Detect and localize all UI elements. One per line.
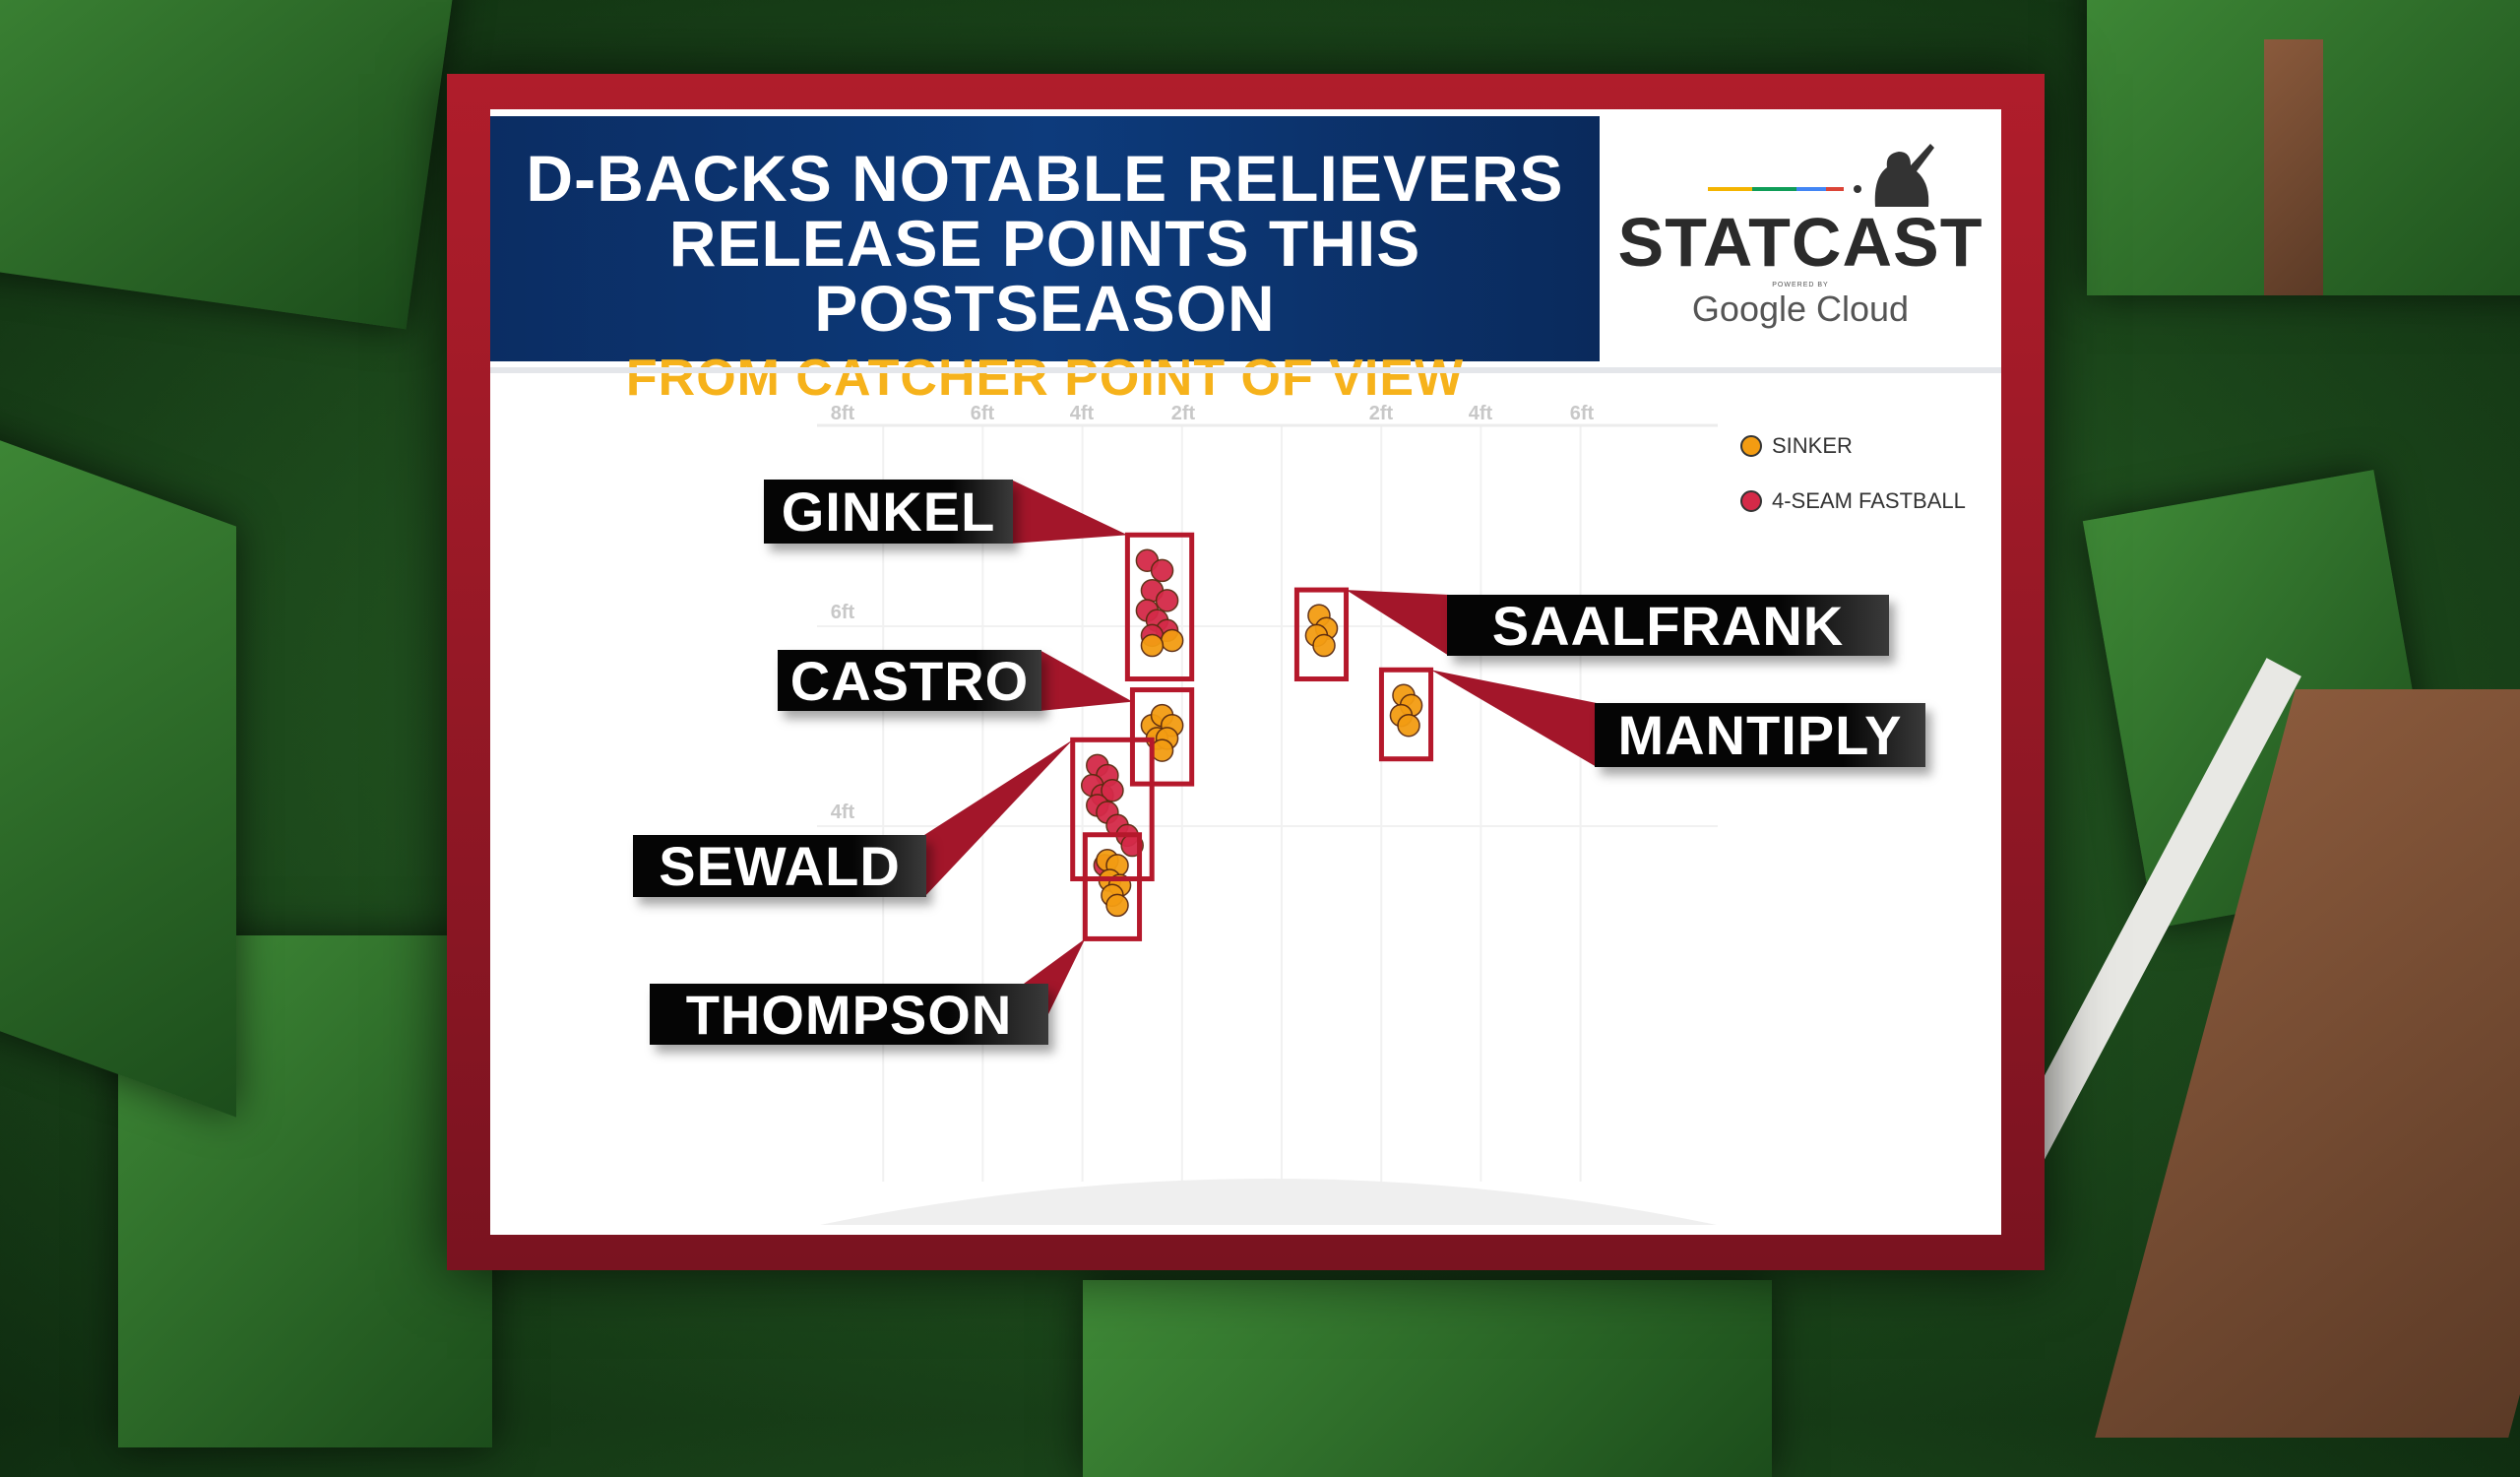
pitch-point [1160,628,1184,653]
pitcher-label: CASTRO [778,650,1041,712]
callout-pointer [1011,480,1128,544]
google-cloud-wordmark: Google Cloud [1691,289,1910,329]
statcast-wordmark: STATCAST [1617,204,1984,281]
callout-pointer [1346,590,1449,656]
pitch-point [1105,893,1129,918]
x-tick-label: 4ft [1469,403,1493,424]
pitcher-label: SAALFRANK [1447,595,1889,657]
pitcher-label: THOMPSON [650,984,1048,1046]
x-tick-label: 2ft [1171,403,1196,424]
pitch-point [1140,633,1165,658]
pitchers-mound [820,1179,1717,1225]
highlight-box [1124,532,1195,682]
highlight-box [1129,687,1195,787]
pitch-point [1397,713,1420,738]
pitch-point [1155,589,1179,612]
highlight-box [1070,737,1155,882]
graphic-panel: D-BACKS NOTABLE RELIEVERS RELEASE POINTS… [447,74,2045,1270]
x-tick-label: 6ft [1570,403,1595,424]
highlight-box [1082,832,1143,941]
pitch-point [1150,738,1174,762]
callout-pointer [1430,670,1597,767]
y-tick-label: 6ft [831,602,855,623]
title-line-2: RELEASE POINTS THIS POSTSEASON [668,207,1421,345]
four-seam-dot-icon [1740,490,1762,512]
graphic-inner: D-BACKS NOTABLE RELIEVERS RELEASE POINTS… [490,109,2001,1235]
pitch-point [1312,633,1336,658]
powered-by: POWERED BY [1772,282,1829,289]
highlight-box [1378,667,1434,762]
legend-label: 4-SEAM FASTBALL [1772,488,1966,513]
pitch-point [1101,778,1124,803]
legend-four-seam: 4-SEAM FASTBALL [1740,488,1966,514]
x-tick-label: 8ft [831,403,855,424]
pitcher-label: GINKEL [764,480,1013,544]
divider [490,367,2001,373]
title-banner: D-BACKS NOTABLE RELIEVERS RELEASE POINTS… [490,116,1600,407]
legend-label: SINKER [1772,433,1853,458]
pitch-point [1150,558,1174,583]
callout-pointer [1040,650,1133,711]
legend-sinker: SINKER [1740,433,1853,459]
statcast-logo: STATCAST POWERED BY Google Cloud [1600,116,2001,361]
callout-pointer [924,739,1073,897]
sinker-dot-icon [1740,435,1762,457]
highlight-box [1293,587,1350,682]
title-line-1: D-BACKS NOTABLE RELIEVERS [526,142,1564,215]
batter-logo-icon [1708,144,1934,207]
y-tick-label: 4ft [831,802,855,823]
pitcher-label: MANTIPLY [1595,703,1925,767]
pitcher-label: SEWALD [633,835,926,897]
x-tick-label: 4ft [1070,403,1095,424]
subtitle: FROM CATCHER POINT OF VIEW [625,350,1465,407]
release-point-chart: 8ft 6ft 4ft 2ft 2ft 4ft 6ft 6ft 4ft [817,403,1718,1225]
x-tick-label: 2ft [1369,403,1394,424]
callouts [924,480,1597,1014]
x-tick-label: 6ft [971,403,995,424]
